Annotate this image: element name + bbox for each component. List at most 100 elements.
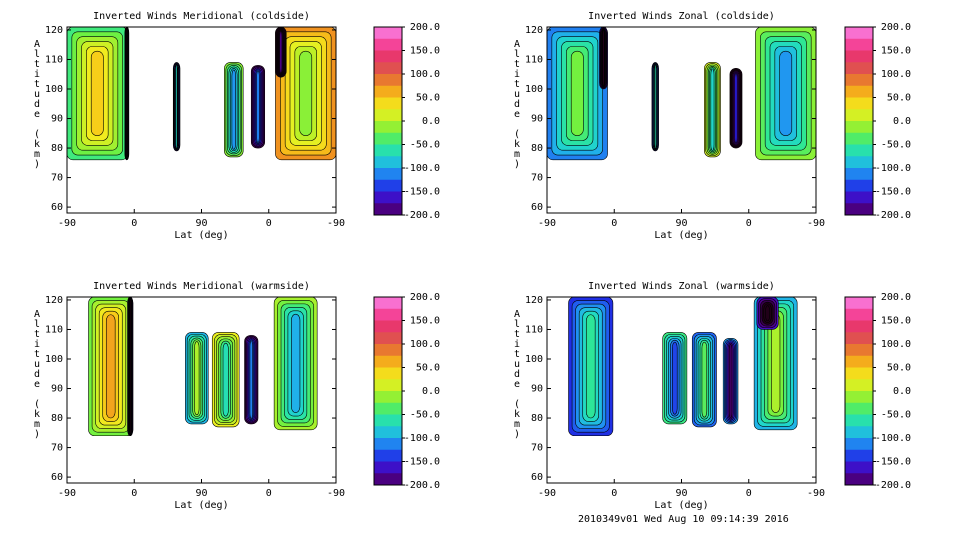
y-tick-label: 120 xyxy=(525,295,543,306)
colorbar-swatch xyxy=(845,50,873,63)
colorbar-swatch xyxy=(845,74,873,87)
y-tick-label: 60 xyxy=(51,202,63,213)
x-tick-label: -90 xyxy=(58,218,76,229)
colorbar-tick-label: 50.0 xyxy=(416,93,440,104)
colorbar-swatch xyxy=(374,27,402,40)
x-axis-label: Lat (deg) xyxy=(654,230,708,241)
contour-region xyxy=(129,298,132,434)
x-tick-label: -90 xyxy=(327,488,345,499)
colorbar-tick-label: -50.0 xyxy=(881,140,911,151)
colorbar-swatch xyxy=(845,438,873,451)
colorbar-tick-label: 50.0 xyxy=(887,363,911,374)
y-tick-label: 100 xyxy=(525,354,543,365)
chart-title: Inverted Winds Meridional (coldside) xyxy=(93,11,310,22)
colorbar-swatch xyxy=(374,62,402,75)
contour-region xyxy=(765,305,771,322)
contour-region xyxy=(175,64,178,149)
colorbar-tick-label: -200.0 xyxy=(875,210,911,221)
colorbar-swatch xyxy=(845,62,873,75)
y-tick-label: 100 xyxy=(525,84,543,95)
colorbar-swatch xyxy=(845,449,873,462)
x-tick-label: 90 xyxy=(195,218,207,229)
contour-region xyxy=(710,68,715,151)
y-tick-label: 90 xyxy=(51,114,63,125)
colorbar-swatch xyxy=(845,191,873,204)
y-tick-label: 80 xyxy=(531,413,543,424)
colorbar-swatch xyxy=(374,449,402,462)
colorbar-tick-label: 200.0 xyxy=(410,292,440,303)
contour-region xyxy=(779,50,793,136)
colorbar-swatch xyxy=(845,132,873,145)
contour-region xyxy=(126,28,128,159)
colorbar-swatch xyxy=(845,85,873,98)
contour-region xyxy=(279,31,283,74)
contour-region xyxy=(291,313,301,413)
colorbar-swatch xyxy=(845,473,873,486)
y-tick-label: 60 xyxy=(51,472,63,483)
chart-title: Inverted Winds Zonal (coldside) xyxy=(588,11,775,22)
x-tick-label: 90 xyxy=(195,488,207,499)
colorbar-tick-label: 0.0 xyxy=(422,116,440,127)
colorbar-tick-label: 200.0 xyxy=(881,292,911,303)
colorbar-tick-label: -100.0 xyxy=(404,163,440,174)
x-tick-label: 90 xyxy=(675,218,687,229)
y-tick-label: 70 xyxy=(531,173,543,184)
colorbar-tick-label: 0.0 xyxy=(893,386,911,397)
colorbar-swatch xyxy=(845,297,873,310)
colorbar-swatch xyxy=(845,38,873,51)
colorbar-swatch xyxy=(374,367,402,380)
chart-panel-2: Inverted Winds Zonal (coldside) 60 70 80 90 1… xyxy=(514,11,911,241)
colorbar-tick-label: -100.0 xyxy=(875,433,911,444)
colorbar-swatch xyxy=(845,320,873,333)
contour-field xyxy=(88,297,318,437)
colorbar-swatch xyxy=(374,379,402,392)
colorbar-swatch xyxy=(374,414,402,427)
contour-region xyxy=(299,50,313,136)
y-tick-label: 80 xyxy=(531,143,543,154)
contour-region xyxy=(602,29,605,87)
contour-region xyxy=(249,340,253,419)
colorbar-tick-label: 100.0 xyxy=(881,69,911,80)
y-tick-label: 80 xyxy=(51,413,63,424)
contour-region xyxy=(728,343,733,419)
colorbar-tick-label: 150.0 xyxy=(410,316,440,327)
colorbar-tick-label: -200.0 xyxy=(875,480,911,491)
colorbar-swatch xyxy=(374,132,402,145)
x-tick-label: -90 xyxy=(807,218,825,229)
x-tick-label: 0 xyxy=(266,488,272,499)
colorbar-swatch xyxy=(374,38,402,51)
colorbar-tick-label: 200.0 xyxy=(410,22,440,33)
colorbar-swatch xyxy=(845,144,873,157)
colorbar-tick-label: 0.0 xyxy=(893,116,911,127)
colorbar-tick-label: 50.0 xyxy=(887,93,911,104)
x-tick-label: -90 xyxy=(807,488,825,499)
y-tick-label: 60 xyxy=(531,472,543,483)
y-tick-label: 120 xyxy=(45,295,63,306)
contour-region xyxy=(701,341,708,418)
y-tick-label: 70 xyxy=(51,173,63,184)
contour-region xyxy=(256,70,260,143)
chart-panel-3: Inverted Winds Meridional (warmside) 60 70… xyxy=(34,281,440,511)
colorbar-swatch xyxy=(374,473,402,486)
colorbar-tick-label: 0.0 xyxy=(422,386,440,397)
colorbar-swatch xyxy=(374,203,402,216)
y-tick-label: 70 xyxy=(51,443,63,454)
x-tick-label: 0 xyxy=(131,488,137,499)
colorbar-swatch xyxy=(374,168,402,181)
contour-region xyxy=(222,342,229,417)
colorbar-swatch xyxy=(374,144,402,157)
colorbar-tick-label: -50.0 xyxy=(410,410,440,421)
colorbar-swatch xyxy=(845,203,873,216)
chart-panel-4: Inverted Winds Zonal (warmside) 60 70 80 90 1… xyxy=(514,281,911,511)
contour-region xyxy=(654,64,657,149)
colorbar-swatch xyxy=(374,438,402,451)
colorbar-swatch xyxy=(374,50,402,63)
colorbar-tick-label: -200.0 xyxy=(404,210,440,221)
colorbar-swatch xyxy=(845,121,873,134)
y-tick-label: 90 xyxy=(531,114,543,125)
